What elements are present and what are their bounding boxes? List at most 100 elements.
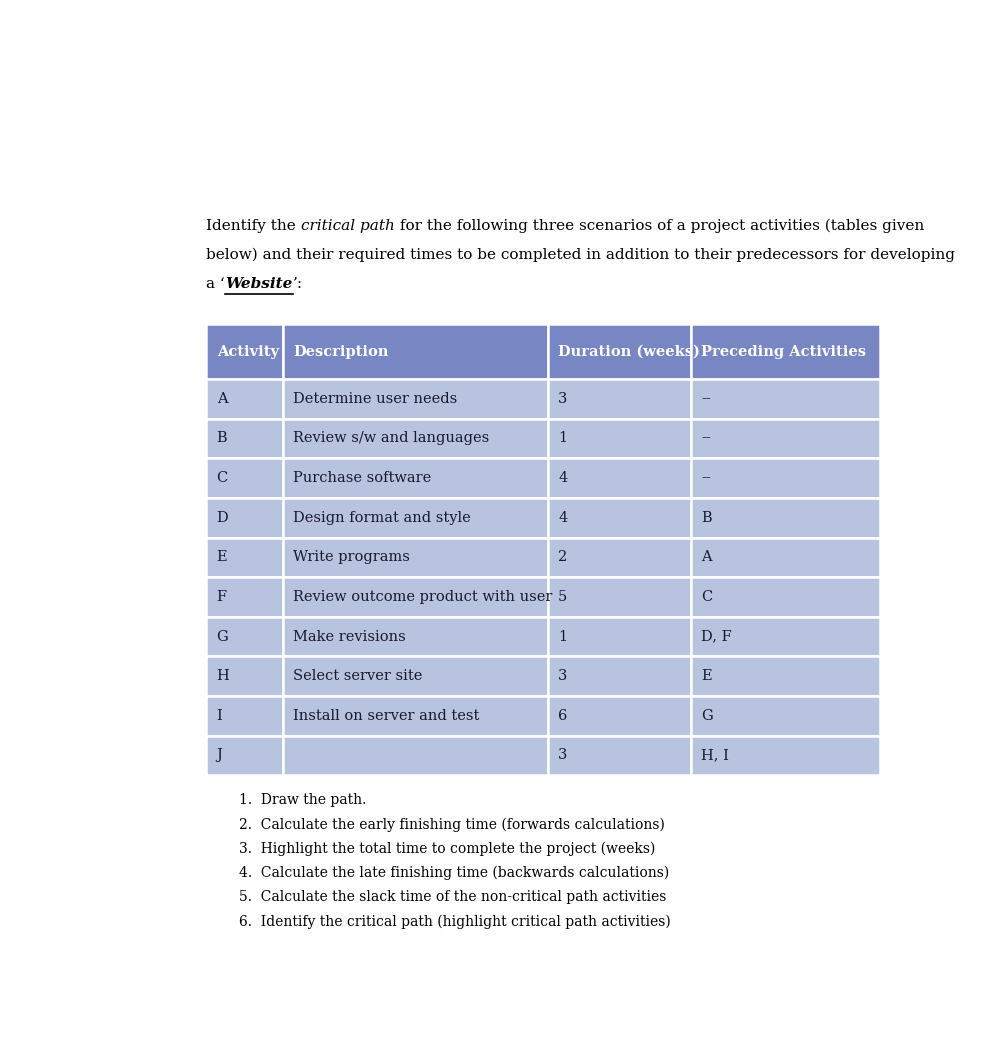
Bar	[691, 616, 880, 656]
Bar	[691, 419, 880, 458]
Text: Preceding Activities: Preceding Activities	[702, 344, 867, 358]
Text: C: C	[217, 471, 228, 485]
Text: --: --	[702, 432, 712, 445]
Text: H: H	[217, 669, 230, 684]
Bar	[548, 379, 691, 419]
Bar	[548, 324, 691, 379]
Bar	[283, 379, 548, 419]
Text: a ‘: a ‘	[207, 277, 225, 291]
Bar	[691, 498, 880, 538]
Bar	[283, 736, 548, 775]
Text: 3.  Highlight the total time to complete the project (weeks): 3. Highlight the total time to complete …	[239, 841, 655, 856]
Bar	[207, 498, 283, 538]
Text: --: --	[702, 392, 712, 406]
Bar	[207, 324, 283, 379]
Text: Determine user needs: Determine user needs	[293, 392, 458, 406]
Bar	[283, 656, 548, 696]
Text: Make revisions: Make revisions	[293, 630, 406, 644]
Text: 5.  Calculate the slack time of the non-critical path activities: 5. Calculate the slack time of the non-c…	[239, 890, 666, 904]
Bar	[548, 736, 691, 775]
Text: 1: 1	[558, 630, 568, 644]
Text: Install on server and test: Install on server and test	[293, 709, 480, 722]
Bar	[283, 324, 548, 379]
Text: G: G	[217, 630, 229, 644]
Text: --: --	[702, 471, 712, 485]
Text: H, I: H, I	[702, 749, 730, 762]
Bar	[691, 656, 880, 696]
Text: A: A	[702, 550, 712, 564]
Bar	[691, 379, 880, 419]
Bar	[283, 538, 548, 578]
Text: I: I	[217, 709, 223, 722]
Bar	[283, 578, 548, 616]
Text: B: B	[217, 432, 227, 445]
Bar	[283, 696, 548, 736]
Text: for the following three scenarios of a project activities (tables given: for the following three scenarios of a p…	[395, 219, 924, 233]
Bar	[207, 538, 283, 578]
Text: below) and their required times to be completed in addition to their predecessor: below) and their required times to be co…	[207, 248, 956, 262]
Text: Activity: Activity	[217, 344, 278, 358]
Text: 3: 3	[558, 669, 568, 684]
Text: 4.  Calculate the late finishing time (backwards calculations): 4. Calculate the late finishing time (ba…	[239, 866, 669, 880]
Text: Website: Website	[225, 277, 292, 291]
Bar	[548, 538, 691, 578]
Text: Write programs: Write programs	[293, 550, 410, 564]
Bar	[548, 419, 691, 458]
Text: E: E	[702, 669, 712, 684]
Text: D: D	[217, 510, 229, 525]
Text: J: J	[217, 749, 223, 762]
Bar	[548, 458, 691, 498]
Text: A: A	[217, 392, 227, 406]
Bar	[207, 656, 283, 696]
Bar	[283, 616, 548, 656]
Text: 4: 4	[558, 510, 568, 525]
Text: Select server site: Select server site	[293, 669, 422, 684]
Bar	[207, 379, 283, 419]
Bar	[548, 616, 691, 656]
Text: C: C	[702, 590, 713, 604]
Text: critical path: critical path	[301, 219, 395, 233]
Text: 2.  Calculate the early finishing time (forwards calculations): 2. Calculate the early finishing time (f…	[239, 817, 665, 832]
Text: 6.  Identify the critical path (highlight critical path activities): 6. Identify the critical path (highlight…	[239, 915, 671, 928]
Text: D, F: D, F	[702, 630, 732, 644]
Text: 1.  Draw the path.: 1. Draw the path.	[239, 793, 367, 807]
Text: 5: 5	[558, 590, 568, 604]
Text: 1: 1	[558, 432, 568, 445]
Text: B: B	[702, 510, 712, 525]
Text: 3: 3	[558, 749, 568, 762]
Text: Identify the: Identify the	[207, 219, 301, 233]
Text: 4: 4	[558, 471, 568, 485]
Bar	[283, 458, 548, 498]
Text: Purchase software: Purchase software	[293, 471, 431, 485]
Bar	[691, 578, 880, 616]
Bar	[207, 736, 283, 775]
Text: F: F	[217, 590, 227, 604]
Bar	[207, 616, 283, 656]
Bar	[691, 538, 880, 578]
Bar	[207, 696, 283, 736]
Text: 6: 6	[558, 709, 568, 722]
Text: Duration (weeks): Duration (weeks)	[558, 344, 700, 358]
Bar	[691, 458, 880, 498]
Bar	[548, 656, 691, 696]
Bar	[207, 578, 283, 616]
Bar	[691, 736, 880, 775]
Bar	[207, 458, 283, 498]
Text: Description: Description	[293, 344, 389, 358]
Bar	[283, 498, 548, 538]
Text: G: G	[702, 709, 714, 722]
Text: Design format and style: Design format and style	[293, 510, 471, 525]
Bar	[548, 696, 691, 736]
Bar	[548, 498, 691, 538]
Bar	[283, 419, 548, 458]
Bar	[691, 696, 880, 736]
Bar	[207, 419, 283, 458]
Text: 3: 3	[558, 392, 568, 406]
Text: Review outcome product with user: Review outcome product with user	[293, 590, 552, 604]
Text: E: E	[217, 550, 227, 564]
Text: 2: 2	[558, 550, 568, 564]
Bar	[548, 578, 691, 616]
Text: Review s/w and languages: Review s/w and languages	[293, 432, 490, 445]
Bar	[691, 324, 880, 379]
Text: ’:: ’:	[292, 277, 302, 291]
